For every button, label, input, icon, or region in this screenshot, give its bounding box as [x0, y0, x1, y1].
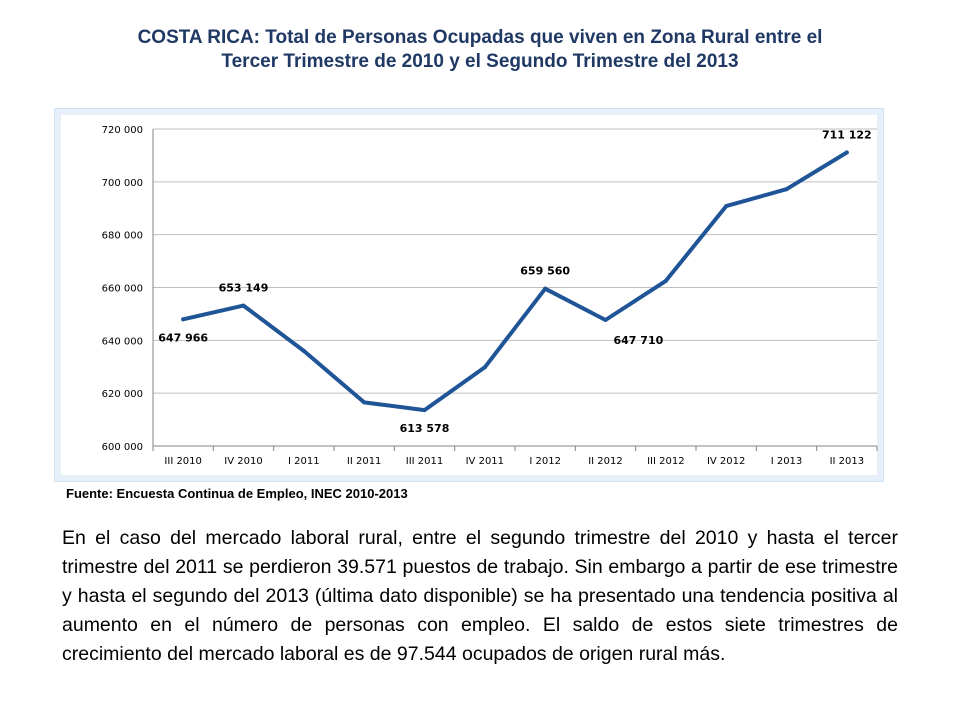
x-tick-label-6: I 2012: [529, 456, 561, 467]
title-line-1: COSTA RICA: Total de Personas Ocupadas q…: [137, 27, 823, 48]
x-tick-label-11: II 2013: [830, 456, 865, 467]
data-point-2: [301, 348, 306, 353]
x-tick-label-8: III 2012: [647, 456, 684, 467]
y-tick-label-700000: 700 000: [102, 178, 143, 189]
title-line-2: Tercer Trimestre de 2010 y el Segundo Tr…: [221, 51, 739, 72]
y-tick-label-680000: 680 000: [102, 231, 143, 242]
data-label-1: 653 149: [219, 282, 269, 295]
data-label-4: 613 578: [400, 422, 450, 435]
data-label-6: 659 560: [520, 265, 570, 278]
data-point-9: [724, 204, 729, 209]
x-tick-label-2: I 2011: [288, 456, 320, 467]
x-tick-label-0: III 2010: [164, 456, 201, 467]
data-point-4: [422, 408, 427, 413]
y-tick-label-720000: 720 000: [102, 125, 143, 136]
chart-frame: 600 000 620 000 640 000 660 000 680 000 700 0…: [54, 108, 884, 482]
line-chart: 600 000 620 000 640 000 660 000 680 000 700 0…: [102, 125, 878, 467]
data-point-11: [844, 150, 849, 155]
data-label-0: 647 966: [158, 331, 208, 344]
x-tick-label-4: III 2011: [406, 456, 443, 467]
x-tick-label-10: I 2013: [771, 456, 803, 467]
data-point-6: [543, 286, 548, 291]
y-tick-label-600000: 600 000: [102, 442, 143, 453]
chart-title: COSTA RICA: Total de Personas Ocupadas q…: [60, 26, 900, 74]
data-point-1: [241, 303, 246, 308]
data-label-11: 711 122: [822, 128, 872, 141]
x-tick-label-9: IV 2012: [707, 456, 745, 467]
y-tick-label-640000: 640 000: [102, 336, 143, 347]
data-point-8: [663, 278, 668, 283]
data-point-5: [482, 365, 487, 370]
x-tick-label-5: IV 2011: [466, 456, 504, 467]
x-tick-label-3: II 2011: [347, 456, 382, 467]
data-point-7: [603, 317, 608, 322]
body-paragraph: En el caso del mercado laboral rural, en…: [62, 527, 898, 665]
data-point-0: [181, 317, 186, 322]
chart-area: 600 000 620 000 640 000 660 000 680 000 700 0…: [61, 115, 878, 475]
data-label-7: 647 710: [614, 334, 664, 347]
source-note: Fuente: Encuesta Continua de Empleo, INE…: [66, 486, 408, 501]
x-tick-label-1: IV 2010: [224, 456, 262, 467]
y-tick-label-660000: 660 000: [102, 284, 143, 295]
x-tick-label-7: II 2012: [588, 456, 623, 467]
series-line: [181, 150, 849, 413]
data-point-10: [784, 187, 789, 192]
y-tick-label-620000: 620 000: [102, 389, 143, 400]
data-point-3: [362, 400, 367, 405]
